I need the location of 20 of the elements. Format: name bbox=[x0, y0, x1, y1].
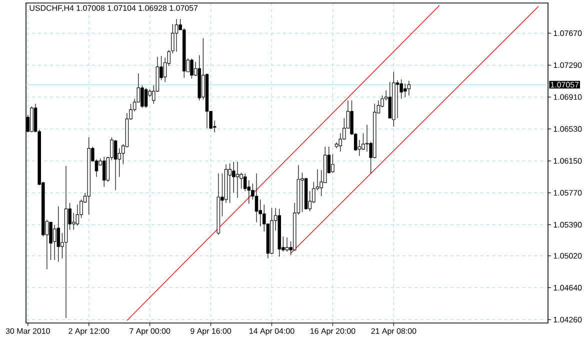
candlestick bbox=[190, 58, 194, 79]
candlestick bbox=[140, 85, 144, 108]
candlestick bbox=[52, 224, 56, 260]
candlestick bbox=[102, 156, 106, 188]
candlestick bbox=[76, 204, 80, 226]
candlestick bbox=[254, 173, 258, 223]
candlestick bbox=[403, 83, 407, 98]
candlestick bbox=[114, 140, 118, 191]
candlestick bbox=[72, 212, 76, 230]
candlestick bbox=[331, 154, 334, 173]
candlestick bbox=[144, 88, 148, 108]
candlestick bbox=[396, 80, 400, 118]
candlestick bbox=[174, 18, 178, 52]
candlestick bbox=[285, 237, 289, 252]
candlestick bbox=[236, 161, 240, 198]
candlestick bbox=[228, 163, 232, 204]
candlestick bbox=[56, 206, 60, 262]
candlestick bbox=[30, 106, 34, 133]
candlestick bbox=[388, 82, 392, 118]
candlestick bbox=[407, 80, 411, 96]
